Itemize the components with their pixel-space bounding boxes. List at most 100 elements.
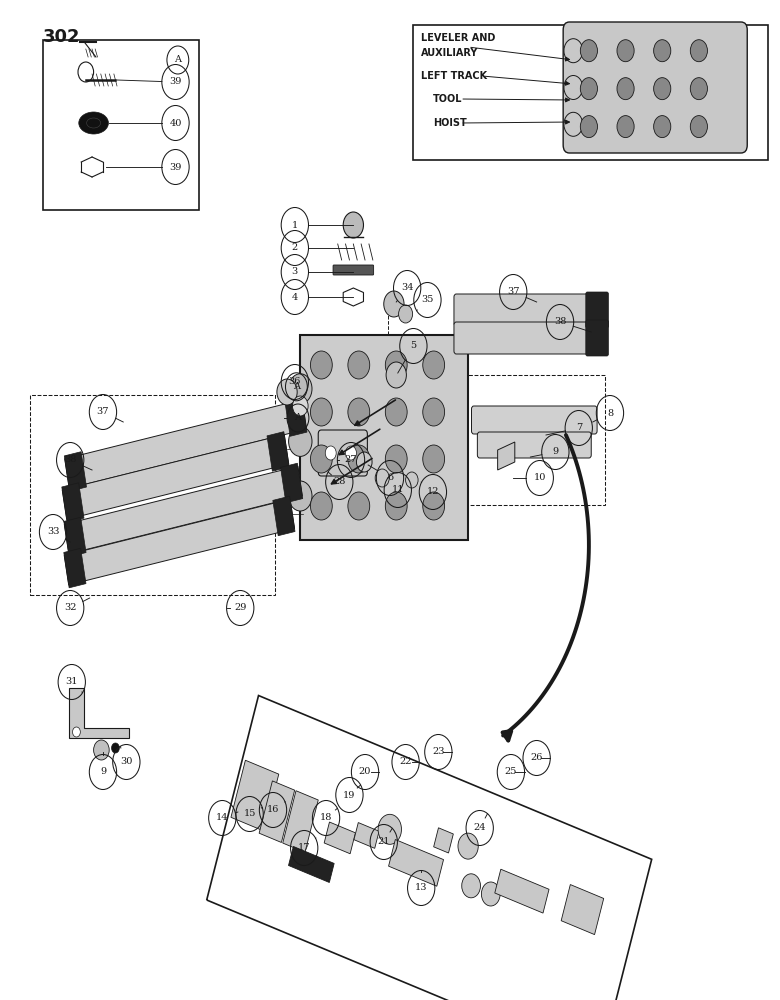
Polygon shape xyxy=(64,548,86,588)
Bar xyxy=(437,375,604,505)
Polygon shape xyxy=(354,823,379,848)
Bar xyxy=(413,25,768,160)
Text: 20: 20 xyxy=(359,768,371,776)
Text: 16: 16 xyxy=(267,806,279,814)
Circle shape xyxy=(564,76,583,100)
Circle shape xyxy=(690,40,707,62)
Polygon shape xyxy=(69,688,129,738)
Bar xyxy=(43,40,199,210)
Text: 14: 14 xyxy=(216,814,229,822)
Text: 302: 302 xyxy=(43,28,80,46)
Circle shape xyxy=(564,112,583,136)
FancyBboxPatch shape xyxy=(471,406,597,434)
Text: TOOL: TOOL xyxy=(433,94,463,104)
Circle shape xyxy=(423,492,445,520)
Circle shape xyxy=(385,351,407,379)
FancyBboxPatch shape xyxy=(318,430,367,476)
Text: 37: 37 xyxy=(507,288,519,296)
Text: 30: 30 xyxy=(120,758,133,766)
Ellipse shape xyxy=(87,118,101,128)
Text: 25: 25 xyxy=(505,768,517,776)
Polygon shape xyxy=(282,791,318,852)
Text: 9: 9 xyxy=(552,448,558,456)
Circle shape xyxy=(423,398,445,426)
Circle shape xyxy=(343,212,363,238)
Circle shape xyxy=(617,78,634,100)
Text: 21: 21 xyxy=(378,838,390,846)
Polygon shape xyxy=(495,869,549,913)
FancyBboxPatch shape xyxy=(477,432,591,458)
Circle shape xyxy=(423,445,445,473)
Text: 32: 32 xyxy=(64,603,76,612)
Polygon shape xyxy=(62,483,84,522)
Text: 2: 2 xyxy=(292,243,298,252)
Text: 5: 5 xyxy=(410,342,417,351)
Polygon shape xyxy=(267,432,289,471)
Text: 28: 28 xyxy=(333,478,346,487)
Circle shape xyxy=(378,814,402,844)
Bar xyxy=(30,395,275,595)
Text: 1: 1 xyxy=(292,221,298,230)
Text: 38: 38 xyxy=(64,456,76,464)
Text: 15: 15 xyxy=(243,810,256,818)
Circle shape xyxy=(348,398,370,426)
Text: A: A xyxy=(295,414,301,422)
Text: 11: 11 xyxy=(392,486,404,494)
Circle shape xyxy=(385,398,407,426)
Text: 6: 6 xyxy=(387,474,393,483)
Text: 34: 34 xyxy=(401,284,413,292)
Circle shape xyxy=(654,116,671,138)
Circle shape xyxy=(325,446,336,460)
FancyBboxPatch shape xyxy=(563,22,747,153)
FancyBboxPatch shape xyxy=(454,322,607,354)
Circle shape xyxy=(406,472,418,488)
Circle shape xyxy=(356,452,372,472)
Circle shape xyxy=(654,78,671,100)
Circle shape xyxy=(564,39,583,63)
Circle shape xyxy=(310,445,332,473)
Text: 17: 17 xyxy=(298,844,310,852)
Circle shape xyxy=(580,78,597,100)
Circle shape xyxy=(654,40,671,62)
Text: 31: 31 xyxy=(66,678,78,686)
Text: 8: 8 xyxy=(607,408,613,418)
Text: HOIST: HOIST xyxy=(433,118,466,128)
Circle shape xyxy=(112,743,119,753)
Text: 9: 9 xyxy=(100,768,106,776)
Polygon shape xyxy=(64,517,86,557)
Text: 19: 19 xyxy=(343,790,356,800)
Circle shape xyxy=(458,833,478,859)
Circle shape xyxy=(690,116,707,138)
Circle shape xyxy=(94,740,109,760)
Circle shape xyxy=(384,291,404,317)
Text: 27: 27 xyxy=(345,456,357,464)
Polygon shape xyxy=(62,435,289,519)
Text: A: A xyxy=(293,382,300,391)
FancyBboxPatch shape xyxy=(586,320,608,356)
Text: 39: 39 xyxy=(169,162,182,172)
Text: 40: 40 xyxy=(169,118,182,127)
Polygon shape xyxy=(231,760,278,831)
Circle shape xyxy=(580,40,597,62)
Circle shape xyxy=(289,426,312,456)
Text: 36: 36 xyxy=(289,377,301,386)
Circle shape xyxy=(348,445,370,473)
FancyBboxPatch shape xyxy=(300,335,468,540)
Polygon shape xyxy=(324,822,356,854)
Text: 29: 29 xyxy=(234,603,246,612)
Circle shape xyxy=(462,874,480,898)
Circle shape xyxy=(348,492,370,520)
Circle shape xyxy=(310,492,332,520)
Text: 26: 26 xyxy=(530,754,543,762)
Circle shape xyxy=(481,882,500,906)
Text: 23: 23 xyxy=(432,748,445,756)
Polygon shape xyxy=(285,397,307,436)
Text: 22: 22 xyxy=(399,758,412,766)
Polygon shape xyxy=(561,885,604,935)
Text: 33: 33 xyxy=(47,528,59,536)
Text: A: A xyxy=(175,55,181,64)
Text: 38: 38 xyxy=(554,318,566,326)
Circle shape xyxy=(617,116,634,138)
Polygon shape xyxy=(65,400,307,488)
Polygon shape xyxy=(289,846,334,882)
